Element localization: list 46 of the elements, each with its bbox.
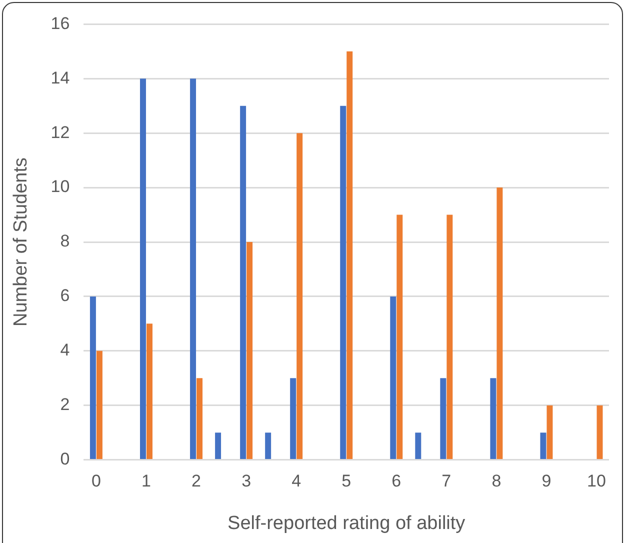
y-tick-label: 10 [50, 177, 70, 196]
x-tick-label: 7 [442, 472, 452, 491]
y-tick-label: 4 [60, 340, 70, 360]
y-tick-label: 0 [60, 449, 70, 468]
bar [190, 78, 196, 460]
bar [340, 106, 346, 460]
x-tick-label: 3 [242, 472, 252, 491]
y-tick-label: 14 [50, 68, 70, 88]
bar [146, 324, 152, 460]
y-tick-label: 12 [50, 122, 70, 142]
x-axis-title: Self-reported rating of ability [228, 512, 466, 534]
bar [196, 378, 203, 460]
y-tick-label: 16 [50, 14, 70, 33]
bar [490, 378, 496, 460]
bar [596, 405, 603, 460]
bar [496, 188, 503, 460]
x-tick-label: 2 [192, 472, 202, 491]
bar [540, 432, 546, 460]
bar [396, 214, 403, 460]
y-axis-title: Number of Students [10, 158, 32, 326]
bar [240, 106, 246, 460]
x-tick-label: 0 [91, 472, 101, 491]
x-tick-label: 9 [542, 472, 552, 491]
y-tick-label: 2 [60, 395, 70, 414]
bar [346, 51, 353, 460]
x-tick-label: 8 [492, 472, 502, 491]
bar [140, 78, 146, 460]
bar [215, 432, 222, 460]
bar [296, 133, 303, 460]
y-tick-label: 6 [60, 286, 70, 306]
x-tick-label: 1 [142, 472, 151, 491]
bar [290, 378, 296, 460]
bar [440, 378, 446, 460]
y-tick-label: 8 [60, 232, 70, 251]
bar [265, 432, 272, 460]
x-tick-label: 6 [392, 472, 402, 491]
bar [390, 296, 396, 460]
bar [90, 296, 96, 460]
bar [415, 432, 422, 460]
x-tick-label: 5 [342, 472, 352, 491]
bar [546, 405, 553, 460]
bar [246, 242, 253, 460]
bar [446, 214, 453, 460]
x-tick-label: 10 [587, 472, 606, 491]
x-tick-label: 4 [292, 472, 302, 491]
bar [96, 350, 102, 460]
